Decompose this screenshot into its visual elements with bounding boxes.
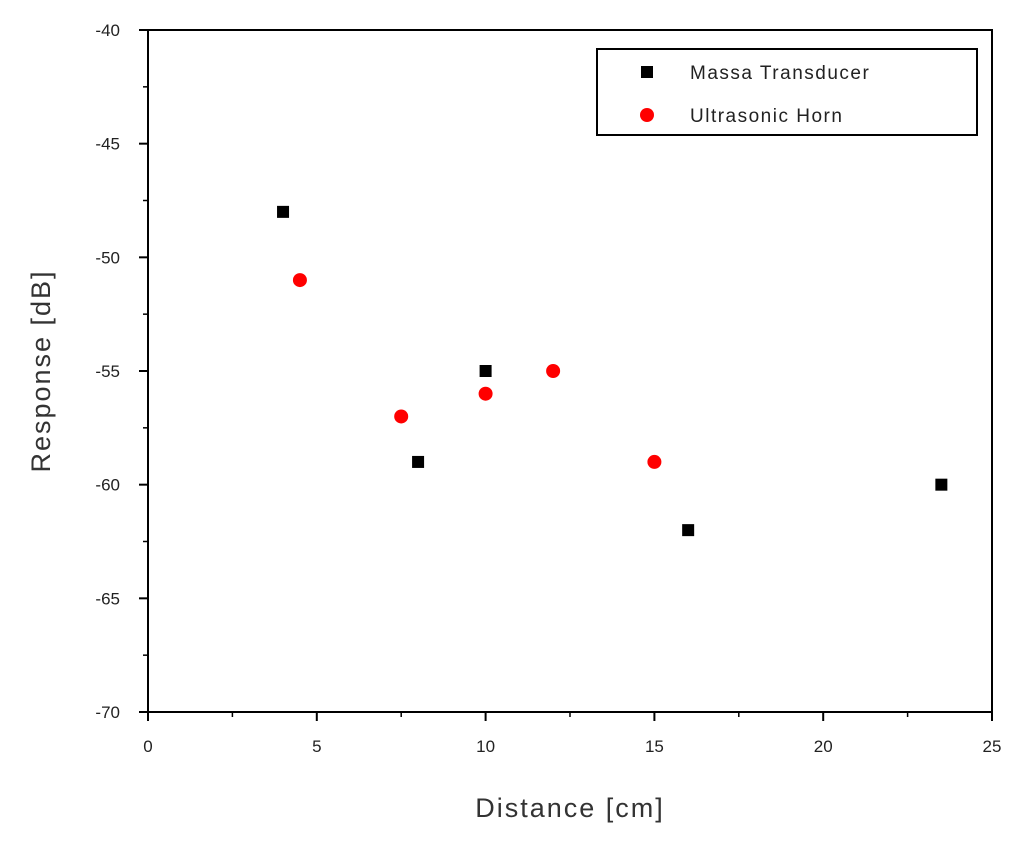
legend-marker — [641, 66, 653, 78]
x-tick-label: 10 — [476, 737, 495, 756]
x-axis: 0 5 10 15 20 25 — [143, 712, 1001, 756]
data-point — [479, 365, 492, 377]
legend-box — [596, 48, 978, 136]
y-axis-title: Response [dB] — [26, 269, 56, 472]
data-point — [292, 273, 307, 288]
x-tick-label: 5 — [312, 737, 321, 756]
data-point — [682, 524, 695, 537]
legend-marker — [640, 108, 654, 122]
legend: Massa Transducer Ultrasonic Horn — [596, 48, 978, 136]
series-layer — [277, 205, 948, 537]
y-tick-label: -70 — [95, 703, 120, 722]
y-tick-label: -45 — [95, 135, 120, 154]
x-tick-label: 0 — [143, 737, 152, 756]
series-1 — [277, 205, 948, 537]
y-tick-label: -55 — [95, 362, 120, 381]
x-tick-label: 20 — [814, 737, 833, 756]
x-axis-title: Distance [cm] — [475, 793, 665, 823]
y-tick-label: -65 — [95, 589, 120, 608]
data-point — [935, 478, 948, 491]
y-tick-label: -40 — [95, 21, 120, 40]
data-point — [546, 364, 561, 378]
data-point — [394, 409, 409, 424]
y-axis: -70 -65 -60 -55 -50 -45 -40 — [95, 21, 148, 722]
legend-label: Massa Transducer — [690, 63, 870, 84]
legend-label: Ultrasonic Horn — [690, 106, 843, 127]
data-point — [478, 386, 493, 401]
x-tick-label: 25 — [983, 737, 1002, 756]
data-point — [277, 205, 290, 218]
x-tick-label: 15 — [645, 737, 664, 756]
legend-item: Massa Transducer — [641, 63, 870, 84]
data-point — [412, 455, 425, 468]
data-point — [647, 454, 662, 469]
y-tick-label: -50 — [95, 248, 120, 267]
legend-item: Ultrasonic Horn — [640, 106, 843, 127]
series-2 — [292, 273, 662, 469]
y-tick-label: -60 — [95, 476, 120, 495]
